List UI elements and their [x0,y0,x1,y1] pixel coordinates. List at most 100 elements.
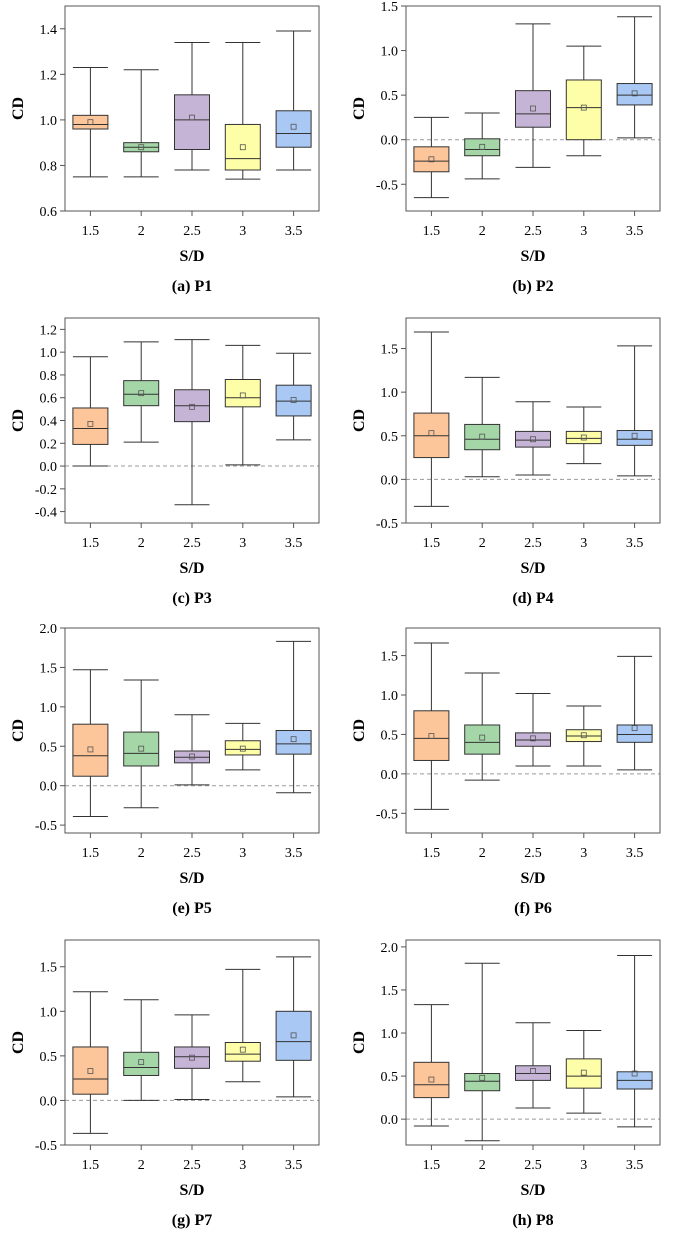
y-tick-label: 0.6 [40,392,58,407]
box-2.5 [174,714,210,786]
y-axis-title: CD [351,97,368,120]
iqr-box [123,731,160,767]
y-tick-label: 1.5 [381,343,399,358]
y-tick-label: 1.0 [381,386,399,401]
mean-marker [189,114,195,121]
box-1.5 [413,642,450,810]
y-tick-label: 0.8 [40,369,58,384]
x-tick-label: 1.5 [423,846,441,861]
mean-marker [239,144,246,151]
iqr-box [275,1010,312,1061]
x-tick-label: 2 [479,1158,486,1173]
mean-marker [138,144,145,151]
y-axis-title: CD [10,1031,27,1054]
y-tick-label: 0.5 [40,1050,58,1065]
chart-panel-1: 0.6 0.8 1.0 1.2 1.4 1.5 2 2.5 3 3.5 S/D CD (a) P1 [10,5,320,295]
iqr-box [413,710,450,761]
x-tick-label: 2.5 [183,846,201,861]
x-tick-label: 3.5 [626,536,644,551]
x-axis-title: S/D [180,1182,205,1199]
y-tick-label: -0.5 [376,807,398,822]
x-tick-label: 2.5 [524,224,542,239]
iqr-box [224,740,261,756]
panel-caption: (a) P1 [172,278,212,295]
x-tick-label: 2.5 [524,846,542,861]
box-3.5 [275,956,312,1098]
x-tick-label: 2 [479,224,486,239]
box-3 [565,705,602,767]
x-tick-label: 3.5 [285,224,303,239]
mean-marker [479,433,486,440]
y-tick-label: 1.0 [40,1005,58,1020]
y-tick-label: 0.4 [40,415,58,430]
box-2.5 [515,692,551,767]
box-2.5 [515,401,551,476]
x-tick-label: 2.5 [183,536,201,551]
iqr-box [72,114,109,130]
mean-marker [189,1054,195,1061]
box-3.5 [275,640,312,794]
chart-panel-6: -0.5 0.0 0.5 1.0 1.5 1.5 2 2.5 3 3.5 S/D CD (f) P6 [351,627,661,917]
iqr-box [123,1051,160,1076]
y-tick-label: 1.0 [381,689,399,704]
x-tick-label: 3.5 [626,846,644,861]
x-tick-label: 1.5 [82,224,100,239]
y-tick-label: 0.0 [40,780,58,795]
mean-marker [290,397,297,403]
y-tick-label: 0.0 [40,460,58,475]
y-axis-title: CD [10,97,27,120]
iqr-box [413,1061,450,1099]
y-tick-label: 0.5 [381,728,399,743]
box-3.5 [616,655,653,771]
chart-panel-8: 0.0 0.5 1.0 1.5 2.0 1.5 2 2.5 3 3.5 S/D CD (h) P8 [351,939,661,1229]
mean-marker [479,734,486,741]
iqr-box [224,123,261,171]
x-tick-label: 3.5 [285,846,303,861]
y-tick-label: 1.2 [40,68,58,83]
y-axis-title: CD [10,409,27,432]
mean-marker [479,1074,486,1081]
iqr-box [275,730,312,755]
x-tick-label: 3 [580,1158,587,1173]
y-tick-label: 0.0 [381,134,399,149]
iqr-box [616,724,653,743]
box-3.5 [616,16,653,139]
x-tick-label: 3 [580,846,587,861]
chart-panel-4: -0.5 0.0 0.5 1.0 1.5 1.5 2 2.5 3 3.5 S/D CD (d) P4 [351,317,661,607]
mean-marker [189,403,195,410]
iqr-box [515,90,551,128]
y-tick-label: 1.2 [40,323,58,338]
y-axis-title: CD [351,1031,368,1054]
y-tick-label: 1.5 [381,650,399,665]
y-tick-label: 0.5 [381,89,399,104]
y-tick-label: 0.0 [381,768,399,783]
iqr-box [464,138,501,157]
x-tick-label: 3 [580,224,587,239]
mean-marker [87,421,94,427]
y-tick-label: 0.5 [40,740,58,755]
mean-marker [87,1068,94,1074]
y-tick-label: -0.5 [35,819,57,834]
mean-marker [580,1069,587,1076]
panel-caption: (e) P5 [172,900,212,917]
mean-marker [290,1032,297,1039]
box-3 [224,722,261,771]
mean-marker [138,390,145,397]
y-axis-title: CD [351,719,368,742]
y-tick-label: 0.0 [40,1094,58,1109]
x-tick-label: 2 [138,224,145,239]
y-tick-label: 1.0 [40,346,58,361]
y-tick-label: 0.5 [381,1070,399,1085]
box-3.5 [616,955,653,1128]
x-tick-label: 2.5 [183,1158,201,1173]
y-tick-label: -0.5 [376,178,398,193]
box-1.5 [72,669,109,817]
mean-marker [239,745,246,752]
box-2.5 [174,339,210,506]
y-tick-label: 0.0 [381,473,399,488]
x-tick-label: 3 [239,536,246,551]
x-tick-label: 3.5 [285,1158,303,1173]
box-2 [123,341,160,443]
x-tick-label: 3.5 [626,1158,644,1173]
x-axis-title: S/D [180,248,205,265]
